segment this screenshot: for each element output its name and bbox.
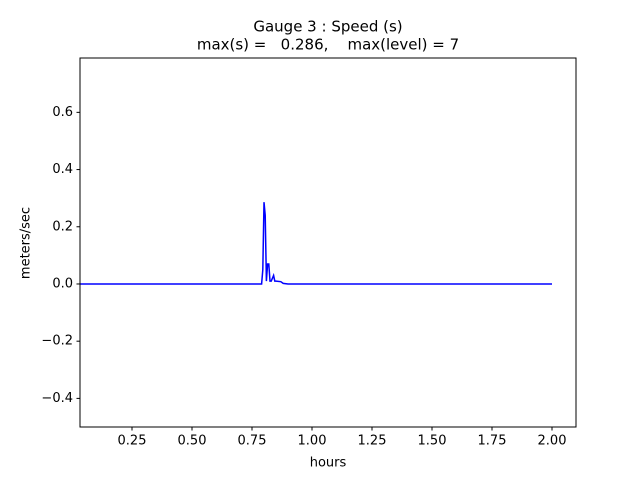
x-tick-label: 1.25 <box>358 434 387 449</box>
chart-subtitle: max(s) = 0.286, max(level) = 7 <box>197 36 459 54</box>
y-tick-label: 0.4 <box>52 162 73 177</box>
y-axis-label: meters/sec <box>19 207 34 279</box>
x-tick-label: 0.75 <box>238 434 267 449</box>
x-axis-label: hours <box>310 456 347 471</box>
y-tick-label: 0.6 <box>52 105 73 120</box>
x-tick-label: 0.25 <box>118 434 147 449</box>
chart-title: Gauge 3 : Speed (s) <box>253 18 402 36</box>
plot-frame <box>79 57 577 428</box>
series-line <box>80 202 552 285</box>
y-tick-label: −0.2 <box>41 334 73 349</box>
y-tick-label: 0.2 <box>52 219 73 234</box>
y-tick-label: −0.4 <box>41 391 73 406</box>
y-tick-label: 0.0 <box>52 276 73 291</box>
x-tick-label: 0.50 <box>178 434 207 449</box>
x-tick-label: 1.50 <box>418 434 447 449</box>
x-tick-label: 1.00 <box>298 434 327 449</box>
x-tick-label: 1.75 <box>478 434 507 449</box>
x-tick-label: 2.00 <box>538 434 567 449</box>
